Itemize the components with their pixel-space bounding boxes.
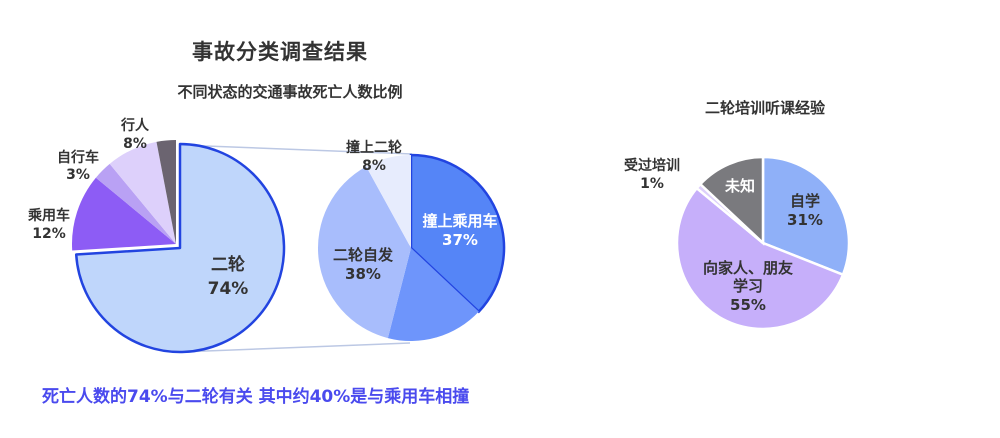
pie-main-slice-other[interactable]: [156, 140, 176, 244]
pie-zoom-label-self-crash: 二轮自发: [333, 246, 394, 264]
pie-zoom-slice-self-crash[interactable]: [317, 166, 411, 339]
pie-main-pct-passenger-car: 12%: [32, 226, 66, 242]
pie-training-label-friends-line2: 学习: [733, 277, 763, 295]
zoom-connector-bottom: [179, 342, 411, 353]
pie-training-label-unknown: 未知: [724, 177, 755, 195]
pie-zoom-label-collision-car: 撞上乘用车: [422, 212, 497, 230]
pie-training-pct-self-study: 31%: [787, 211, 823, 229]
pie-main-pct-bicycle: 3%: [66, 167, 90, 183]
pie-zoom: 撞上乘用车 37% 二轮自发 38% 撞上二轮 8%: [317, 139, 506, 342]
pie-zoom-pct-collision-two-wheel: 8%: [362, 158, 386, 174]
pie-training-label-friends-line1: 向家人、朋友: [703, 259, 793, 277]
pie-main-slice-pedestrian[interactable]: [109, 141, 176, 244]
pie-main: 二轮 74% 乘用车 12% 自行车 3% 行人 8%: [27, 117, 286, 354]
pie-zoom-pct-self-crash: 38%: [345, 265, 381, 283]
chart-title: 事故分类调查结果: [192, 40, 368, 64]
pie-training-slice-unknown[interactable]: [698, 155, 765, 246]
pie-zoom-slice-collision-car[interactable]: [409, 153, 506, 314]
pie-training: 自学 31% 向家人、朋友 学习 55% 受过培训 1% 未知: [624, 155, 851, 331]
pie-training-label-self-study: 自学: [790, 192, 820, 210]
pie-training-slice-self-study[interactable]: [761, 155, 851, 277]
pie-training-pct-friends: 55%: [730, 296, 766, 314]
pie-zoom-slice-collision-two-wheel[interactable]: [366, 155, 411, 248]
pie-main-slice-passenger-car[interactable]: [72, 177, 176, 251]
pie-main-pct-two-wheel: 74%: [208, 279, 249, 299]
chart-subtitle: 不同状态的交通事故死亡人数比例: [177, 83, 403, 101]
pie-main-label-bicycle: 自行车: [57, 149, 99, 166]
pie-main-label-pedestrian: 行人: [120, 117, 150, 134]
pie-zoom-slice-unlabeled[interactable]: [387, 248, 479, 342]
pie-zoom-label-collision-two-wheel: 撞上二轮: [346, 139, 402, 156]
pie-main-slice-bicycle[interactable]: [95, 163, 176, 244]
pie-zoom-pct-collision-car: 37%: [442, 231, 478, 249]
pie-training-slice-friends[interactable]: [675, 186, 845, 331]
pie-main-label-two-wheel: 二轮: [211, 254, 245, 275]
caption: 死亡人数的74%与二轮有关 其中约40%是与乘用车相撞: [42, 387, 470, 407]
right-chart-title: 二轮培训听课经验: [704, 99, 825, 117]
zoom-connector-top: [179, 144, 413, 155]
pie-main-slice-two-wheel[interactable]: [74, 142, 286, 354]
pie-training-pct-trained: 1%: [640, 176, 664, 192]
pie-main-pct-pedestrian: 8%: [123, 136, 147, 152]
pie-training-label-trained: 受过培训: [624, 157, 680, 174]
pie-main-label-passenger-car: 乘用车: [27, 207, 70, 224]
